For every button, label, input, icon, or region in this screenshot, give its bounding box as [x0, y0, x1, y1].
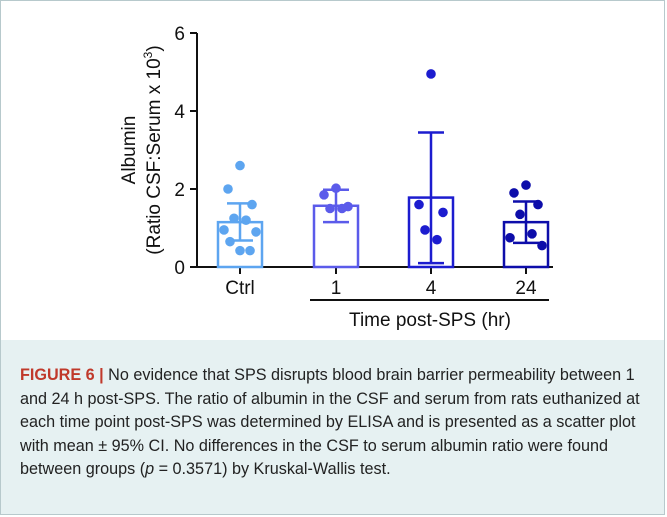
data-point-4	[414, 199, 424, 210]
y-tick-label: 2	[174, 180, 185, 201]
y-tick-label: 6	[174, 24, 185, 45]
data-point-Ctrl	[241, 215, 251, 225]
figure-caption: FIGURE 6 | No evidence that SPS disrupts…	[20, 364, 650, 482]
data-point-24	[515, 209, 525, 220]
x-axis-label: Time post-SPS (hr)	[349, 310, 511, 331]
caption-panel	[1, 340, 664, 514]
bars	[216, 196, 550, 269]
caption-p-symbol: p	[145, 460, 155, 478]
data-points	[219, 69, 547, 256]
x-tick-labels: Ctrl 1 4 24	[225, 278, 537, 299]
data-point-4	[438, 207, 448, 218]
y-tick-label: 0	[174, 258, 185, 279]
y-axis-label-superscript: 3	[141, 51, 155, 58]
y-axis-label-line2: (Ratio CSF:Serum x 103)	[141, 45, 165, 254]
error-bars	[227, 131, 539, 265]
data-point-Ctrl	[219, 225, 229, 235]
data-point-Ctrl	[235, 160, 245, 171]
data-point-24	[537, 240, 547, 251]
data-point-Ctrl	[223, 184, 233, 194]
caption-text-after: = 0.3571) by Kruskal-Wallis test.	[154, 460, 391, 478]
data-point-Ctrl	[251, 227, 261, 237]
data-point-24	[533, 199, 543, 210]
data-point-4	[420, 225, 430, 235]
x-tick-label: 1	[331, 278, 342, 299]
data-point-24	[521, 180, 531, 190]
data-point-Ctrl	[225, 236, 235, 247]
data-point-24	[509, 188, 519, 198]
y-axis-label-line2-main: (Ratio CSF:Serum x 10	[144, 58, 165, 254]
x-tick-label: Ctrl	[225, 278, 255, 299]
data-point-Ctrl	[229, 213, 239, 224]
data-point-4	[426, 69, 436, 79]
data-point-Ctrl	[235, 245, 245, 256]
y-axis-label: Albumin (Ratio CSF:Serum x 103)	[119, 45, 165, 254]
y-tick-label: 4	[174, 102, 185, 123]
x-tick-label: 4	[426, 278, 437, 299]
data-point-1	[337, 203, 347, 214]
y-axis-label-line1: Albumin	[119, 116, 140, 185]
data-point-Ctrl	[247, 199, 257, 210]
data-point-1	[319, 190, 329, 200]
data-point-1	[325, 203, 335, 214]
x-tick-label: 24	[515, 278, 537, 299]
data-point-24	[505, 232, 515, 243]
data-point-Ctrl	[245, 245, 255, 256]
data-point-24	[527, 229, 537, 239]
data-point-4	[432, 234, 442, 245]
data-point-1	[331, 183, 341, 194]
caption-text-before: No evidence that SPS disrupts blood brai…	[20, 366, 640, 478]
figure-label: FIGURE 6 |	[20, 366, 104, 384]
y-axis-label-close: )	[144, 45, 165, 51]
